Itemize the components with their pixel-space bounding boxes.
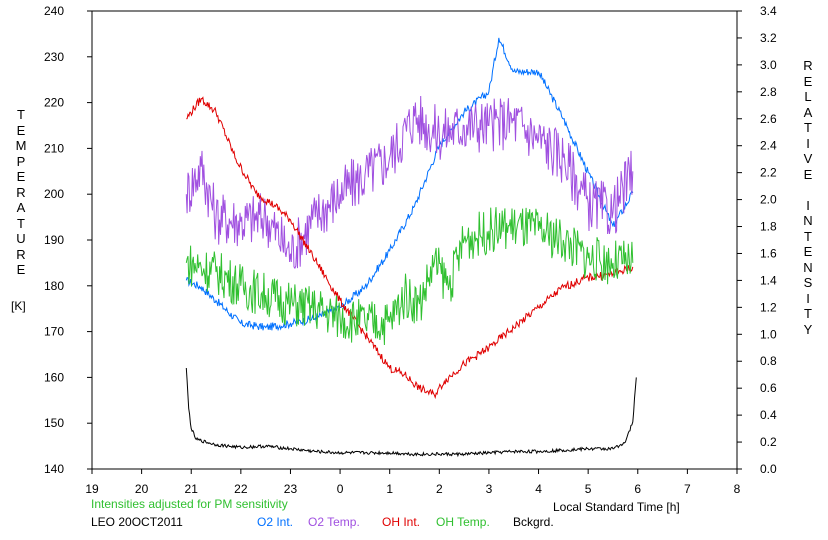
- right-tick-label: 2.4: [760, 139, 777, 153]
- x-tick-label: 21: [185, 482, 199, 496]
- left-tick-label: 210: [44, 141, 64, 155]
- x-axis-ticks: 19 20 21 22 23 0 1 2 3 4 5 6 7 8: [85, 469, 741, 496]
- series-line-o2-temp: [185, 95, 634, 270]
- right-tick-label: 0.4: [760, 408, 777, 422]
- right-axis-ticks: 0.0 0.2 0.4 0.6 0.8 1.0 1.2 1.4 1.6 1.8 2.0 2.2 2.4 2…: [737, 4, 777, 476]
- right-tick-label: 0.2: [760, 435, 777, 449]
- right-tick-label: 0.6: [760, 381, 777, 395]
- x-tick-label: 5: [585, 482, 592, 496]
- x-axis-label: Local Standard Time [h]: [553, 500, 680, 514]
- right-tick-label: 1.0: [760, 327, 777, 341]
- right-tick-label: 1.2: [760, 300, 777, 314]
- right-tick-label: 2.6: [760, 112, 777, 126]
- right-tick-label: 2.8: [760, 85, 777, 99]
- series-line-bckgrd: [185, 367, 637, 458]
- left-tick-label: 230: [44, 50, 64, 64]
- x-tick-label: 19: [85, 482, 99, 496]
- left-tick-label: 200: [44, 187, 64, 201]
- x-tick-label: 23: [284, 482, 298, 496]
- right-tick-label: 3.2: [760, 31, 777, 45]
- left-tick-label: 240: [44, 4, 64, 18]
- left-tick-label: 180: [44, 279, 64, 293]
- station-date: LEO 20OCT2011: [91, 515, 183, 529]
- series-layer: [185, 37, 637, 458]
- left-tick-label: 140: [44, 462, 64, 476]
- legend-item: O2 Temp.: [308, 515, 360, 529]
- legend-item: OH Temp.: [436, 515, 490, 529]
- legend-item: Bckgrd.: [513, 515, 554, 529]
- right-tick-label: 3.0: [760, 58, 777, 72]
- x-tick-label: 8: [734, 482, 741, 496]
- left-tick-label: 150: [44, 416, 64, 430]
- series-line-oh-int: [186, 96, 634, 400]
- sensitivity-note: Intensities adjusted for PM sensitivity: [91, 497, 288, 511]
- left-tick-label: 160: [44, 370, 64, 384]
- x-tick-label: 2: [436, 482, 443, 496]
- x-tick-label: 0: [337, 482, 344, 496]
- left-axis-unit: [K]: [11, 299, 26, 313]
- x-tick-label: 20: [135, 482, 149, 496]
- x-tick-label: 6: [634, 482, 641, 496]
- right-tick-label: 0.8: [760, 354, 777, 368]
- x-tick-label: 22: [234, 482, 248, 496]
- legend-item: O2 Int.: [257, 515, 294, 529]
- left-tick-label: 170: [44, 325, 64, 339]
- right-tick-label: 1.4: [760, 273, 777, 287]
- left-tick-label: 220: [44, 96, 64, 110]
- x-tick-label: 1: [386, 482, 393, 496]
- right-tick-label: 2.0: [760, 193, 777, 207]
- right-tick-label: 0.0: [760, 462, 777, 476]
- right-tick-label: 1.8: [760, 220, 777, 234]
- right-tick-label: 1.6: [760, 246, 777, 260]
- x-tick-label: 7: [684, 482, 691, 496]
- right-tick-label: 3.4: [760, 4, 777, 18]
- legend-item: OH Int.: [382, 515, 421, 529]
- left-axis-ticks: 140 150 160 170 180 190 200 210 220 230 240: [44, 4, 92, 476]
- right-tick-label: 2.2: [760, 166, 777, 180]
- plot-frame: [91, 10, 738, 470]
- left-tick-label: 190: [44, 233, 64, 247]
- x-tick-label: 3: [486, 482, 493, 496]
- x-tick-label: 4: [535, 482, 542, 496]
- series-line-o2-int: [185, 37, 634, 332]
- series-line-oh-temp: [185, 207, 634, 346]
